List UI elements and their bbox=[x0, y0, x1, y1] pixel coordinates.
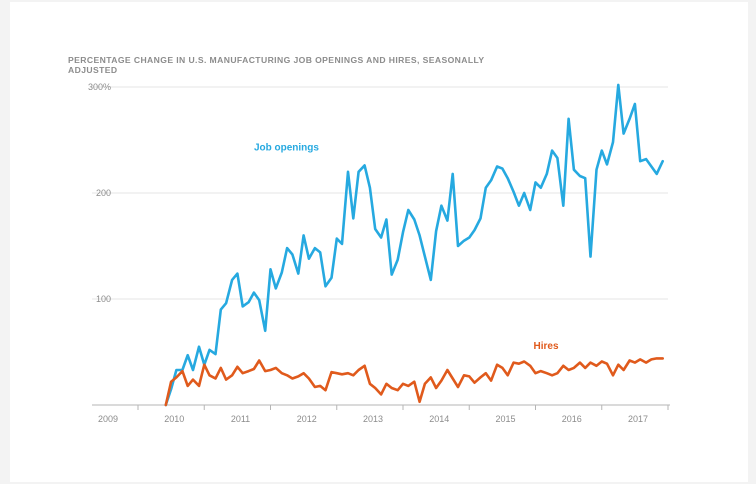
x-tick-label: 2010 bbox=[164, 414, 184, 424]
x-tick-label: 2015 bbox=[495, 414, 515, 424]
x-tick-label: 2017 bbox=[628, 414, 648, 424]
y-tick-label: 300% bbox=[88, 82, 111, 92]
series-line-hires bbox=[164, 357, 664, 407]
x-tick-label: 2009 bbox=[98, 414, 118, 424]
chart-title: PERCENTAGE CHANGE IN U.S. MANUFACTURING … bbox=[68, 55, 485, 75]
chart-card bbox=[10, 2, 748, 482]
series-label-hires: Hires bbox=[534, 341, 559, 352]
x-tick-label: 2012 bbox=[297, 414, 317, 424]
x-tick-label: 2014 bbox=[429, 414, 449, 424]
y-tick-label: 100 bbox=[96, 294, 111, 304]
series-line-job-openings bbox=[164, 83, 664, 407]
x-tick-label: 2013 bbox=[363, 414, 383, 424]
y-tick-label: 200 bbox=[96, 188, 111, 198]
x-tick-label: 2011 bbox=[231, 414, 250, 424]
x-tick-label: 2016 bbox=[562, 414, 582, 424]
series-label-job-openings: Job openings bbox=[254, 143, 319, 154]
